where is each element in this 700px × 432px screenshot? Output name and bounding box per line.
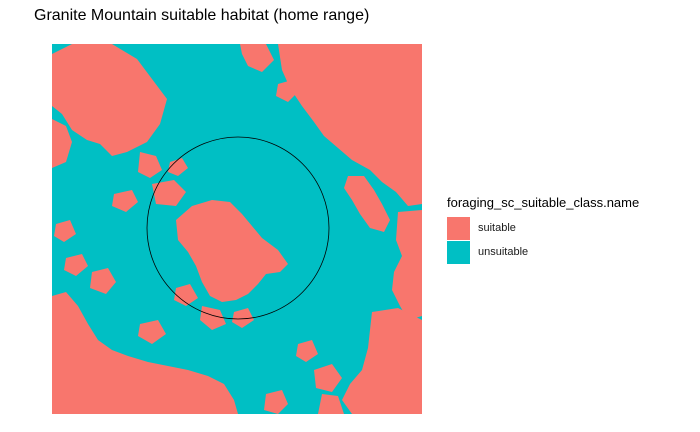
suitable-patch <box>168 158 188 176</box>
suitable-patch <box>176 200 288 302</box>
suitable-patch <box>152 180 186 206</box>
suitable-patch <box>138 152 162 178</box>
suitable-patch <box>296 340 318 362</box>
legend-item-unsuitable: unsuitable <box>447 240 639 264</box>
suitable-patch <box>90 268 116 294</box>
legend-swatch-unsuitable <box>447 240 470 264</box>
map-title: Granite Mountain suitable habitat (home … <box>34 7 370 24</box>
suitable-patch <box>342 308 422 414</box>
suitable-patch <box>264 390 288 414</box>
suitable-patch <box>52 292 238 414</box>
legend-item-suitable: suitable <box>447 216 639 240</box>
suitable-patch <box>278 44 422 206</box>
home-range-circle <box>146 136 330 320</box>
suitable-patch <box>52 44 167 156</box>
suitable-patch <box>64 254 88 276</box>
legend-label-suitable: suitable <box>478 222 516 234</box>
habitat-raster-map <box>52 44 422 414</box>
suitable-patch <box>392 210 422 320</box>
habitat-raster-svg <box>52 44 422 414</box>
legend-label-unsuitable: unsuitable <box>478 246 529 258</box>
suitable-patch <box>314 364 342 392</box>
legend-swatch-suitable <box>447 216 470 240</box>
suitable-patch <box>112 190 138 212</box>
suitable-patch <box>318 394 344 414</box>
suitable-patch <box>344 176 390 232</box>
suitable-patch <box>174 284 198 306</box>
suitable-patch <box>240 44 274 72</box>
suitable-patch <box>232 308 254 328</box>
suitable-patch <box>138 320 166 344</box>
suitable-patch <box>52 119 72 168</box>
suitable-habitat-patches <box>52 44 422 414</box>
legend-title: foraging_sc_suitable_class.name <box>447 195 640 210</box>
legend: foraging_sc_suitable_class.name suitable… <box>447 195 639 264</box>
suitable-patch <box>54 220 76 242</box>
suitable-patch <box>200 306 226 330</box>
